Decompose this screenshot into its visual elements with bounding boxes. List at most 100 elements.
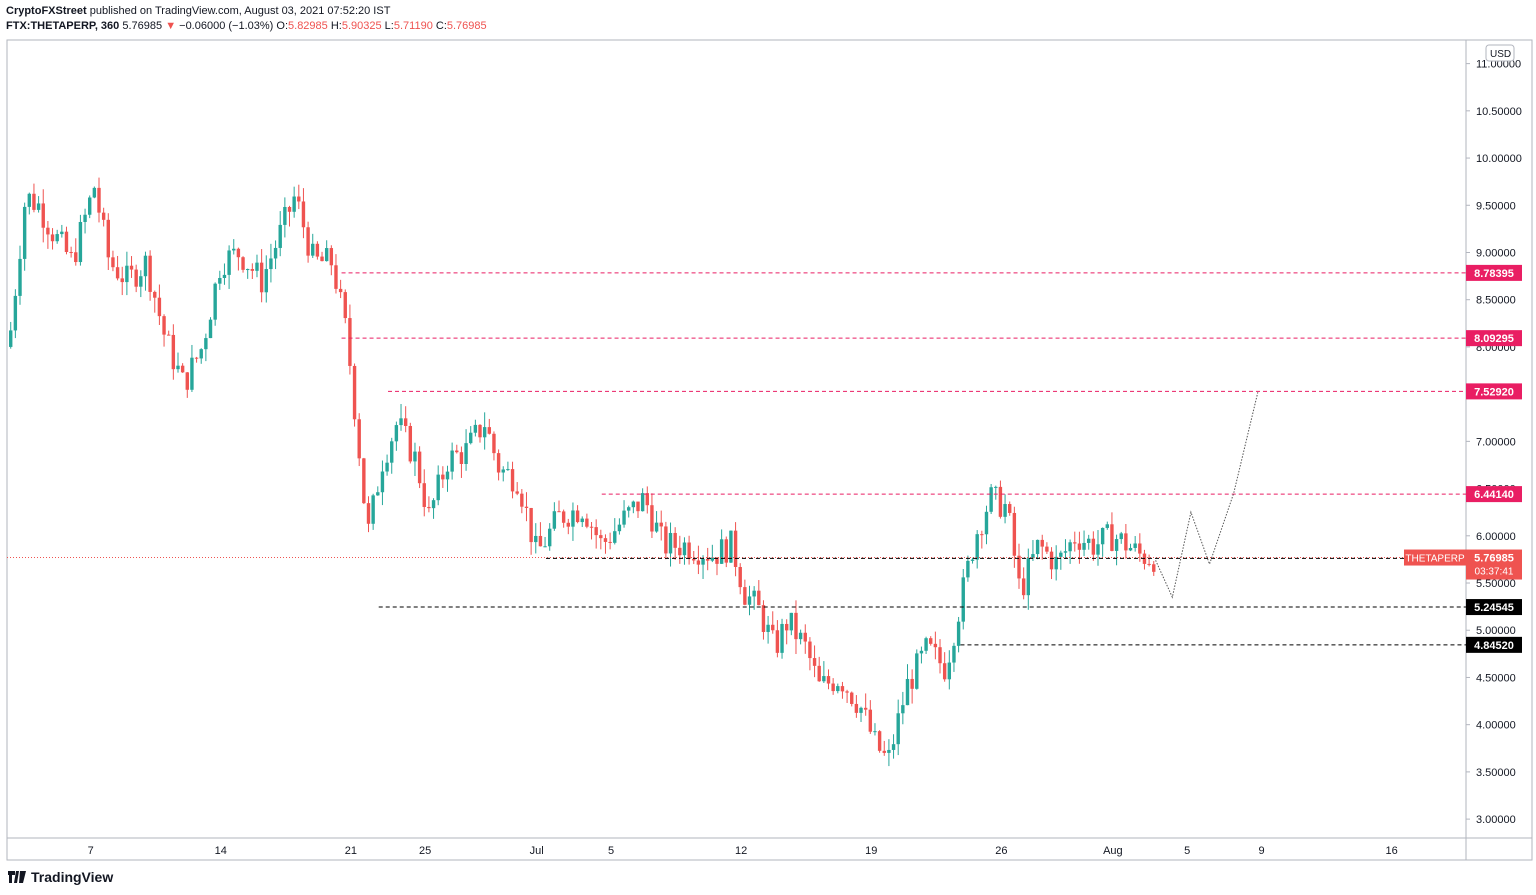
candle-body <box>41 203 45 228</box>
candle-body <box>376 492 380 496</box>
candle-body <box>32 193 36 210</box>
candle-body <box>1045 546 1049 552</box>
candle-body <box>338 288 343 293</box>
candle-body <box>9 330 13 347</box>
candle-body <box>218 277 222 284</box>
candle-body <box>896 713 900 745</box>
publish-line: CryptoFXStreet published on TradingView.… <box>6 5 390 17</box>
candle-body <box>840 686 845 692</box>
candle-body <box>1021 578 1026 596</box>
candle-body <box>520 493 524 507</box>
candle-body <box>645 493 649 506</box>
candle-body <box>984 511 989 535</box>
candle-body <box>227 250 231 275</box>
candle-body <box>487 427 492 434</box>
candle-body <box>668 532 673 554</box>
candle-body <box>529 507 533 543</box>
candle-body <box>682 542 687 556</box>
candle-body <box>784 623 789 631</box>
candle-body <box>111 257 115 268</box>
candle-body <box>125 265 129 283</box>
candle-body <box>1049 551 1054 570</box>
candle-body <box>264 269 268 293</box>
candle-body <box>817 665 821 682</box>
candle-body <box>998 486 1003 517</box>
candle-body <box>822 676 826 682</box>
symbol-label[interactable]: FTX:THETAPERP, 360 <box>6 20 120 32</box>
candle-body <box>478 424 482 438</box>
x-tick-label: 5 <box>1184 845 1190 857</box>
candle-body <box>761 605 766 632</box>
candle-body <box>826 676 831 684</box>
candle-body <box>650 505 654 532</box>
candle-body <box>850 692 854 704</box>
candle-body <box>738 566 742 588</box>
candle-body <box>199 349 203 359</box>
candle-body <box>1138 543 1142 554</box>
candle-body <box>561 511 566 523</box>
author-name[interactable]: CryptoFXStreet <box>6 5 87 17</box>
candle-body <box>812 658 817 666</box>
y-tick-label: 7.00000 <box>1476 436 1516 448</box>
candle-body <box>938 647 942 664</box>
candle-body <box>678 547 682 556</box>
candle-body <box>910 678 914 689</box>
candle-body <box>241 257 245 270</box>
candle-body <box>947 662 952 680</box>
candle-body <box>1082 542 1086 550</box>
candle-body <box>1114 539 1119 551</box>
candle-body <box>1035 539 1040 555</box>
candle-body <box>1077 543 1082 550</box>
candle-body <box>394 425 399 442</box>
candle-body <box>1124 533 1128 551</box>
candle-body <box>78 221 83 263</box>
low-label: L: <box>384 20 394 32</box>
tradingview-logo[interactable]: TradingView <box>8 869 113 885</box>
candle-body <box>891 744 896 750</box>
candle-body <box>115 267 120 279</box>
candle-body <box>417 451 422 484</box>
projection-path[interactable] <box>1155 392 1259 599</box>
candle-body <box>143 255 148 277</box>
candle-body <box>1105 524 1109 528</box>
candle-body <box>729 530 733 563</box>
candle-body <box>464 443 468 464</box>
candle-body <box>594 527 598 536</box>
candle-body <box>88 197 92 215</box>
currency-badge[interactable] <box>1485 44 1515 62</box>
y-tick-label: 10.50000 <box>1476 106 1522 118</box>
candle-body <box>789 612 794 631</box>
candle-body <box>441 474 445 480</box>
candle-body <box>1008 504 1012 513</box>
candle-body <box>13 295 18 331</box>
candle-body <box>994 486 998 488</box>
symbol-tag <box>1404 549 1466 566</box>
resistance-price-tag <box>1466 486 1522 503</box>
candle-body <box>836 686 840 692</box>
candle-body <box>431 500 436 509</box>
close-label: C: <box>435 20 447 32</box>
x-tick-label: 21 <box>345 845 357 857</box>
candle-body <box>599 535 603 539</box>
y-tick-label: 9.00000 <box>1476 247 1516 259</box>
candle-body <box>1059 552 1063 557</box>
candle-body <box>1091 538 1096 555</box>
candle-body <box>371 495 375 524</box>
candle-body <box>436 474 440 501</box>
candle-body <box>887 749 891 753</box>
candle-body <box>692 558 696 561</box>
candle-body <box>315 243 320 257</box>
candle-body <box>180 365 185 373</box>
candle-body <box>482 427 487 438</box>
candle-body <box>27 193 32 207</box>
candle-body <box>701 558 705 565</box>
candle-body <box>171 334 176 370</box>
candle-body <box>719 539 724 564</box>
candle-body <box>208 319 213 339</box>
candle-body <box>343 292 347 319</box>
candle-body <box>501 469 505 473</box>
candle-body <box>603 538 608 542</box>
candle-body <box>445 471 450 480</box>
candle-body <box>952 645 956 663</box>
